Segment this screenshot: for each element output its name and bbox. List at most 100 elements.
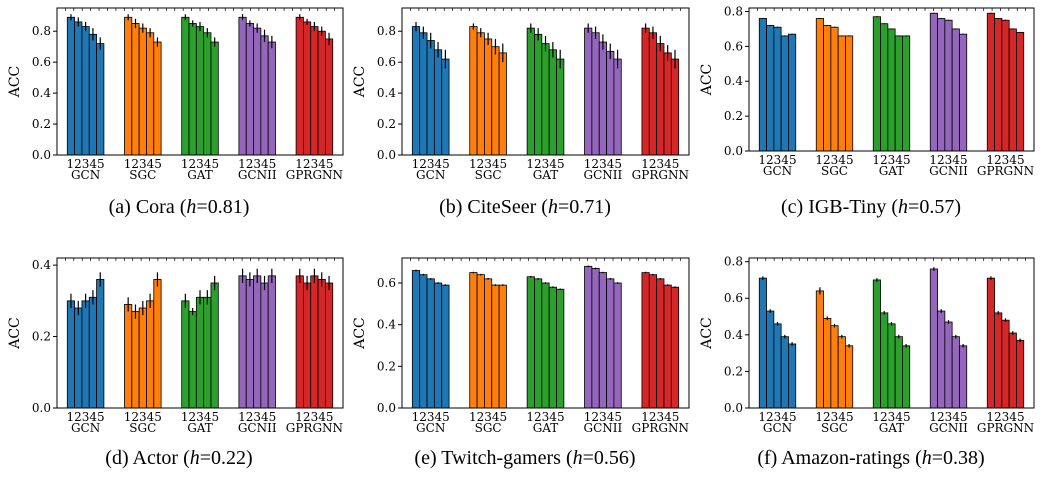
bar-gcn-5 [788,33,797,152]
caption-f: (f) Amazon-ratings (h=0.38) [757,447,985,469]
bar-sgc-5 [498,52,507,156]
bar-gat-5 [556,288,565,409]
y-tick-label: 0.8 [724,4,743,18]
chart-panel-f: 12345GCN12345SGC12345GAT12345GCNII12345G… [699,255,1035,435]
x-tick-labels-gprgnn: 12345 [641,157,679,171]
caption-d: (d) Actor (h=0.22) [105,447,253,469]
bar-gcn-1 [411,270,421,409]
y-tick-label: 0.6 [377,55,396,69]
bar-gcnii-3 [253,27,262,156]
bar-gat-3 [195,26,205,156]
bar-gprgnn-3 [310,26,319,156]
bar-gcn-3 [426,40,435,156]
caption-dataset: Amazon-ratings [781,447,911,469]
bar-gcn-5 [441,58,450,156]
chart-panel-d: 12345GCN12345SGC12345GAT12345GCNII12345G… [7,257,344,435]
chart-panel-c: 12345GCN12345SGC12345GAT12345GCNII12345G… [699,4,1035,178]
bar-gat-4 [894,336,903,409]
x-tick-labels-gcn: 12345 [412,410,450,424]
x-group-label-gcn: GCN [416,168,445,182]
x-group-label-gat: GAT [187,168,213,182]
x-tick-labels-gcn: 12345 [67,410,105,424]
bar-gcn-2 [766,25,775,152]
bar-gprgnn-2 [303,282,312,409]
y-tick-label: 0.4 [377,318,396,332]
bar-gcn-2 [74,307,83,409]
caption-dataset: Twitch-gamers [441,447,561,469]
bar-gat-5 [556,58,565,156]
bar-gcnii-5 [613,282,622,409]
bar-sgc-3 [830,26,839,152]
x-group-label-gprgnn: GPRGNN [632,421,689,435]
bar-gprgnn-1 [295,275,304,409]
bar-sgc-3 [830,325,839,409]
y-axis-label: ACC [352,317,368,350]
caption-tag: (f) [757,447,778,469]
x-group-label-gcnii: GCNII [929,164,968,178]
bar-gcn-3 [81,26,90,156]
bar-sgc-5 [498,284,507,409]
bar-gcnii-1 [929,12,938,152]
y-tick-label: 0.6 [377,276,396,290]
bar-sgc-1 [124,16,133,156]
bar-gprgnn-1 [641,27,650,156]
bar-gat-3 [195,296,205,409]
bar-gcn-5 [96,43,105,156]
bar-gcnii-4 [606,278,615,409]
bar-gat-4 [203,32,212,156]
bar-gcn-4 [433,49,443,156]
y-tick-label: 0.6 [32,55,51,69]
bar-gcnii-3 [598,272,607,409]
y-tick-label: 0.6 [724,291,743,305]
bar-gat-2 [534,278,543,409]
y-tick-label: 0.0 [32,148,51,162]
x-tick-labels-gcnii: 12345 [238,410,276,424]
x-tick-labels-sgc: 12345 [469,157,507,171]
caption-dataset: Cora [135,196,175,218]
bar-gcnii-2 [245,279,254,409]
x-group-label-gat: GAT [879,164,905,178]
y-tick-label: 0.6 [724,39,743,53]
bar-gat-5 [902,35,911,152]
bar-gcn-3 [81,300,90,409]
bar-sgc-1 [469,26,478,156]
bar-gprgnn-2 [303,21,312,156]
bar-gcnii-2 [937,310,946,409]
bar-gcn-5 [96,279,105,409]
y-tick-label: 0.0 [724,401,743,415]
x-group-label-sgc: SGC [475,168,502,182]
caption-dataset: IGB-Tiny [808,196,887,218]
bar-gat-1 [181,16,190,156]
bar-gat-3 [541,43,550,156]
bar-sgc-1 [815,290,824,409]
x-group-label-gcn: GCN [71,168,100,182]
x-group-label-gprgnn: GPRGNN [632,168,689,182]
y-tick-label: 0.4 [724,74,743,88]
bar-gat-1 [526,276,535,409]
x-tick-labels-gat: 12345 [181,157,219,171]
bar-sgc-3 [138,27,147,156]
caption-h-value: 0.57 [919,196,955,218]
x-group-label-gat: GAT [533,168,559,182]
bar-gat-2 [188,23,197,156]
bar-gcnii-5 [613,58,622,156]
y-tick-label: 0.4 [32,258,51,272]
bar-gprgnn-4 [317,279,326,409]
y-tick-label: 0.2 [32,330,51,344]
x-group-label-sgc: SGC [129,168,156,182]
bar-sgc-4 [491,46,500,156]
y-tick-label: 0.2 [377,359,396,373]
bar-gcn-5 [441,284,450,409]
bar-gat-2 [880,23,889,152]
chart-panel-a: 12345GCN12345SGC12345GAT12345GCNII12345G… [7,7,344,182]
bar-gcn-2 [419,274,428,409]
bar-gcn-2 [74,21,83,156]
bar-sgc-1 [469,272,478,409]
bar-gcnii-2 [591,268,600,409]
x-group-label-gprgnn: GPRGNN [977,164,1034,178]
bar-gprgnn-4 [1008,28,1017,152]
x-group-label-gcn: GCN [71,421,100,435]
y-tick-label: 0.0 [377,401,396,415]
bar-gcnii-2 [245,23,254,156]
